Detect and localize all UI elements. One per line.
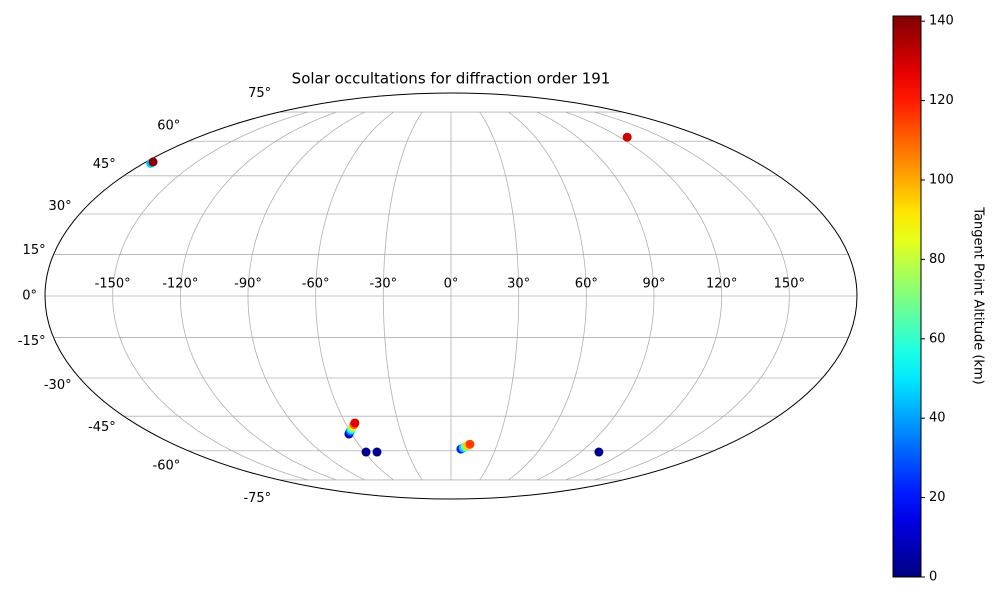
colorbar-label: Tangent Point Altitude (km): [971, 206, 986, 384]
y-tick-label: 45°: [93, 157, 116, 172]
colorbar-tick-label: 0: [929, 570, 937, 585]
colorbar: [892, 15, 922, 578]
x-tick-label: -60°: [302, 277, 330, 292]
x-tick-label: 60°: [575, 277, 598, 292]
grid-line: [508, 111, 587, 481]
map-boundary: [44, 92, 858, 500]
colorbar-tick-label: 40: [929, 411, 946, 426]
point: [594, 447, 604, 457]
point: [361, 447, 371, 457]
grid-line: [112, 111, 308, 481]
y-tick-label: 75°: [248, 86, 271, 101]
x-tick-label: 120°: [706, 277, 737, 292]
y-tick-label: 0°: [22, 289, 37, 304]
x-tick-label: 0°: [444, 277, 459, 292]
colorbar-tick-label: 20: [929, 490, 946, 505]
point: [148, 157, 158, 167]
y-tick-label: 30°: [49, 199, 72, 214]
x-tick-label: -120°: [162, 277, 198, 292]
grid-line: [382, 111, 423, 481]
grid-line: [179, 111, 337, 481]
point: [372, 447, 382, 457]
point: [465, 439, 475, 449]
y-tick-label: -30°: [44, 378, 72, 393]
colorbar-tick-label: 60: [929, 331, 946, 346]
y-tick-label: -60°: [153, 458, 181, 473]
x-tick-label: -90°: [234, 277, 262, 292]
colorbar-tick-label: 100: [929, 172, 954, 187]
grid-line: [565, 111, 723, 481]
x-tick-label: -30°: [369, 277, 397, 292]
point: [350, 418, 360, 428]
x-tick-label: 30°: [507, 277, 530, 292]
grid-line: [594, 111, 790, 481]
y-tick-label: 15°: [23, 243, 46, 258]
y-tick-label: -45°: [88, 420, 116, 435]
grid-line: [479, 111, 520, 481]
grid-line: [536, 111, 655, 481]
y-tick-label: -75°: [243, 491, 271, 506]
colorbar-tick-label: 120: [929, 93, 954, 108]
y-tick-label: 60°: [157, 119, 180, 134]
point: [622, 132, 632, 142]
y-tick-label: -15°: [18, 334, 46, 349]
x-tick-label: 90°: [642, 277, 665, 292]
colorbar-tick-label: 80: [929, 252, 946, 267]
x-tick-label: -150°: [95, 277, 131, 292]
chart-title: Solar occultations for diffraction order…: [292, 70, 611, 88]
colorbar-tick-label: 140: [929, 14, 954, 29]
grid-line: [247, 111, 366, 481]
x-tick-label: 150°: [774, 277, 805, 292]
